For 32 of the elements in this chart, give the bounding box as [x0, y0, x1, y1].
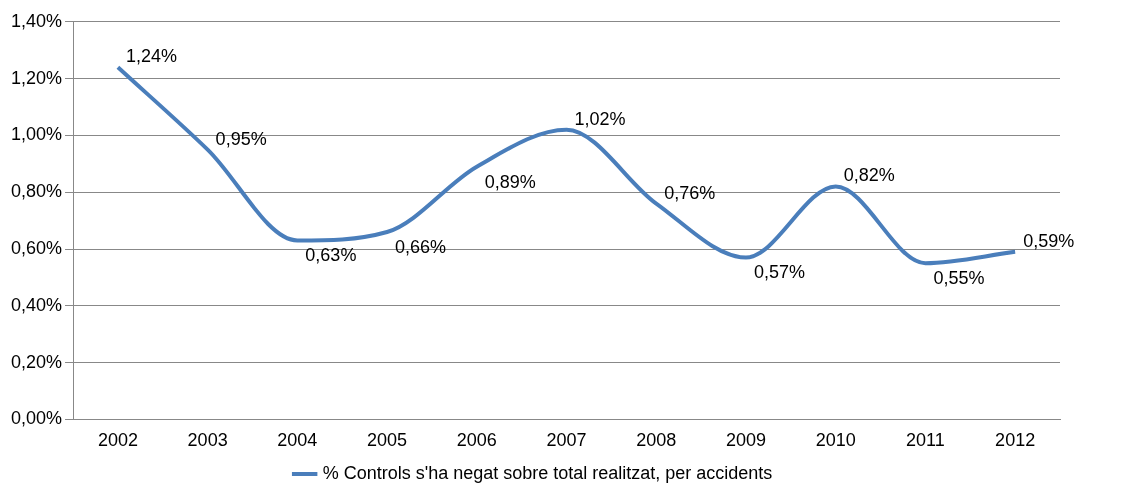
- data-label: 0,82%: [843, 165, 895, 186]
- data-label: 0,89%: [484, 171, 536, 192]
- y-tick-label: 0,80%: [10, 181, 63, 202]
- x-tick-label: 2011: [906, 430, 945, 451]
- y-tick-label: 0,60%: [10, 237, 63, 258]
- line-series: [115, 65, 1018, 266]
- x-tick-label: 2010: [815, 430, 856, 451]
- x-tick-label: 2012: [995, 430, 1036, 451]
- x-tick-label: 2009: [725, 430, 766, 451]
- x-tick-label: 2003: [187, 430, 228, 451]
- data-label: 0,57%: [753, 262, 806, 283]
- data-label: 0,59%: [1023, 230, 1075, 251]
- x-tick-label: 2002: [97, 430, 138, 451]
- x-tick-label: 2008: [636, 430, 677, 451]
- y-tick-label: 0,20%: [10, 351, 63, 372]
- y-tick-label: 1,00%: [10, 124, 63, 145]
- legend-label: % Controls s'ha negat sobre total realitzat, per accidents: [322, 462, 773, 483]
- y-tick-label: 1,20%: [10, 67, 63, 88]
- data-label: 0,55%: [933, 268, 985, 289]
- x-tick-label: 2006: [456, 430, 497, 451]
- y-tick-label: 0,40%: [10, 294, 63, 315]
- data-label: 0,63%: [305, 245, 357, 266]
- data-label: 1,24%: [125, 46, 177, 67]
- x-tick-label: 2004: [277, 430, 318, 451]
- data-label: 0,95%: [215, 128, 267, 149]
- data-label: 1,02%: [574, 108, 626, 129]
- data-label: 0,76%: [664, 182, 716, 203]
- x-tick-label: 2007: [546, 430, 587, 451]
- data-label: 0,66%: [395, 236, 447, 257]
- y-tick-label: 0,00%: [10, 408, 63, 429]
- x-tick-label: 2005: [367, 430, 408, 451]
- y-tick-label: 1,40%: [10, 10, 63, 31]
